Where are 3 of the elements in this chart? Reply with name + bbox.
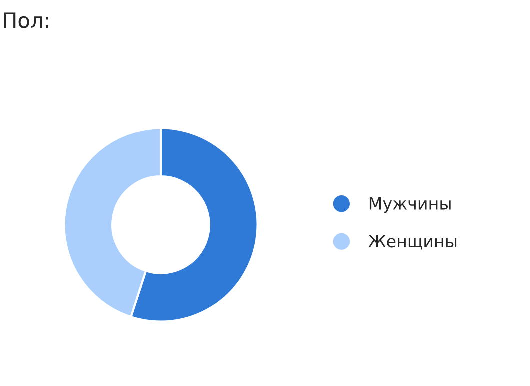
chart-title: Пол: [4,12,48,28]
legend-label: Мужчины [370,198,451,214]
legend-label: Женщины [368,235,457,250]
